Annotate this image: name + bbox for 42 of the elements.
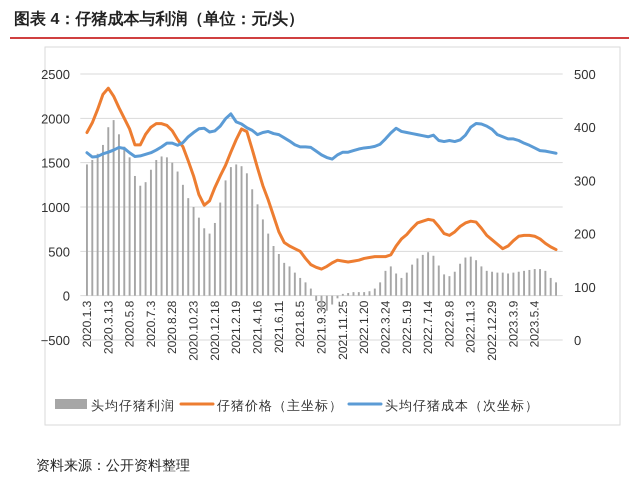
y-tick-label: 2000 [41, 111, 70, 126]
y-tick-label: −500 [40, 333, 70, 348]
y2-tick-label: 200 [574, 226, 596, 242]
y2-tick-label: 400 [574, 120, 596, 136]
y2-tick-label: 100 [574, 280, 596, 295]
y2-tick-label: 300 [574, 173, 596, 188]
x-tick-label: 2022.12.29 [485, 300, 500, 361]
line-series [85, 112, 558, 161]
line-series [85, 86, 558, 271]
y-tick-label: 1500 [41, 156, 70, 171]
legend-label: 头均仔猪成本（次坐标） [385, 398, 539, 413]
y-tick-label: 1000 [41, 200, 70, 215]
x-tick-label: 2022.3.24 [378, 300, 392, 354]
x-tick-label: 2020.5.8 [122, 300, 137, 348]
x-tick-label: 2023.3.9 [506, 300, 520, 348]
x-tick-label: 2021.11.25 [336, 300, 350, 360]
x-tick-label: 2022.1.20 [357, 300, 372, 354]
x-tick-label: 2021.2.19 [229, 300, 244, 354]
x-tick-label: 2020.1.3 [80, 300, 94, 348]
x-tick-label: 2022.9.8 [442, 300, 456, 348]
x-tick-label: 2022.5.19 [400, 300, 414, 354]
x-tick-label: 2022.11.3 [464, 300, 478, 354]
x-tick-label: 2021.4.16 [250, 300, 265, 354]
chart-title: 图表 4：仔猪成本与利润（单位：元/头） [14, 10, 304, 28]
x-tick-label: 2020.12.18 [208, 300, 222, 361]
x-tick-label: 2021.8.5 [293, 300, 308, 348]
y-tick-label: 500 [48, 244, 70, 260]
x-tick-label: 2020.10.23 [186, 300, 201, 361]
text: 资料来源：公开资料整理 [36, 457, 190, 473]
y-tick-label: 0 [62, 288, 70, 304]
x-tick-label: 2021.9.30 [314, 300, 328, 354]
x-tick-label: 2021.6.11 [272, 300, 286, 354]
legend-label: 仔猪价格（主坐标） [217, 398, 343, 413]
y-tick-label: 2500 [41, 67, 70, 82]
x-tick-label: 2020.3.13 [101, 300, 116, 354]
x-tick-label: 2020.7.3 [144, 300, 158, 348]
x-tick-label: 2020.8.28 [165, 300, 180, 354]
y2-tick-label: 0 [574, 333, 582, 348]
x-tick-label: 2022.7.14 [421, 300, 436, 354]
y2-tick-label: 500 [574, 67, 596, 82]
legend-label: 头均仔猪利润 [91, 398, 175, 413]
x-tick-label: 2023.5.4 [528, 300, 542, 348]
